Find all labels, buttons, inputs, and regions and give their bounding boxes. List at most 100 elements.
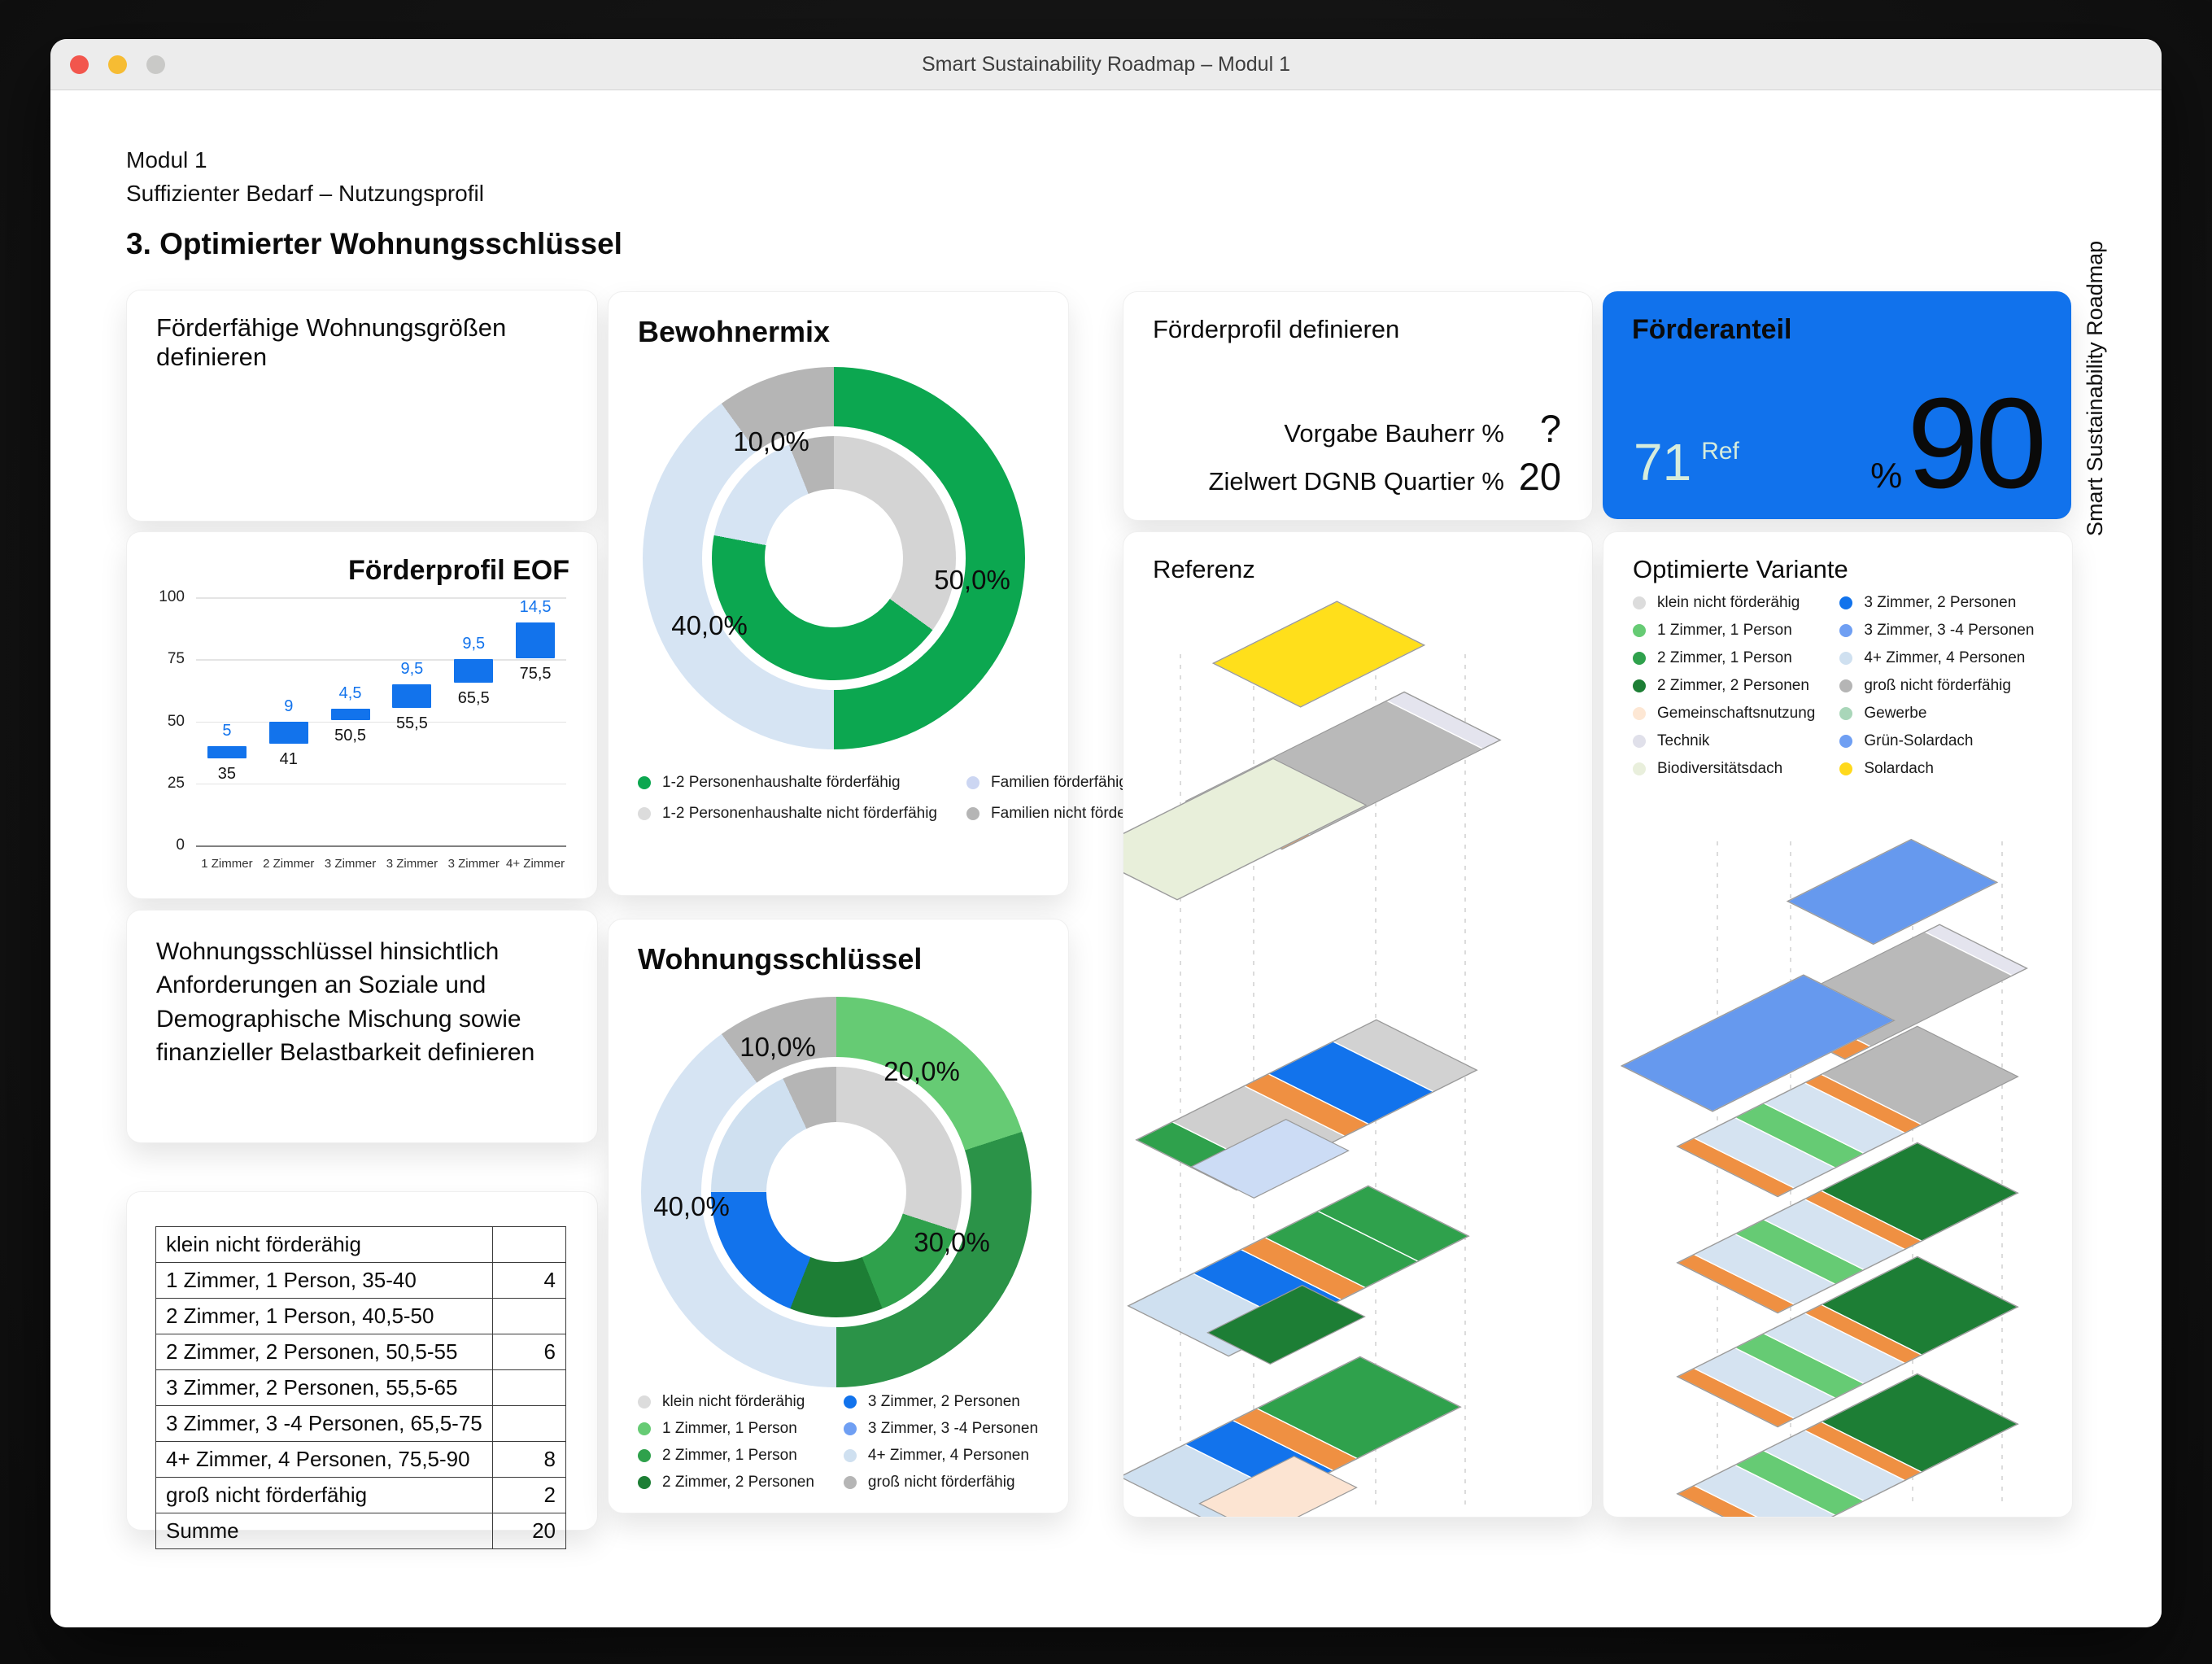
foerderanteil-value: % 90 bbox=[1870, 372, 2047, 515]
table-row: 2 Zimmer, 2 Personen, 50,5-55 6 bbox=[155, 1334, 567, 1370]
row-label: 2 Zimmer, 1 Person, 40,5-50 bbox=[155, 1298, 493, 1334]
gridline bbox=[196, 659, 566, 661]
legend-label: Grün-Solardach bbox=[1864, 732, 1974, 749]
legend-color-dot bbox=[843, 1449, 857, 1462]
foerderprofil-values: Vorgabe Bauherr % ? Zielwert DGNB Quarti… bbox=[1209, 406, 1561, 499]
legend-item: 1 Zimmer, 1 Person bbox=[638, 1420, 814, 1438]
legend-color-dot bbox=[1839, 652, 1853, 665]
zielwert-dgnb-value[interactable]: 20 bbox=[1518, 455, 1561, 498]
row-value: 8 bbox=[491, 1441, 567, 1478]
x-axis-label: 2 Zimmer bbox=[263, 857, 315, 871]
legend-color-dot bbox=[966, 807, 980, 820]
bar-base-label: 50,5 bbox=[334, 726, 367, 745]
legend-label: groß nicht förderfähig bbox=[1864, 677, 2011, 694]
module-subtitle: Suffizienter Bedarf – Nutzungsprofil bbox=[126, 180, 484, 206]
card-title: Förderanteil bbox=[1632, 314, 1792, 345]
legend-label: Gewerbe bbox=[1864, 705, 1927, 722]
legend-item: Biodiversitätsdach bbox=[1633, 760, 1815, 778]
card-wohnungsschluessel-tabelle: klein nicht förderähig 1 Zimmer, 1 Person… bbox=[126, 1191, 598, 1549]
table-row: klein nicht förderähig bbox=[155, 1226, 567, 1263]
legend-item: 1-2 Personenhaushalte förderfähig bbox=[638, 774, 937, 792]
legend-item: 4+ Zimmer, 4 Personen bbox=[843, 1447, 1038, 1465]
vorgabe-bauherr-row: Vorgabe Bauherr % ? bbox=[1284, 406, 1561, 451]
card-foerderprofil-definieren: Förderprofil definieren Vorgabe Bauherr … bbox=[1123, 291, 1593, 521]
gridline bbox=[196, 845, 566, 848]
legend-color-dot bbox=[1633, 652, 1646, 665]
legend-item: Technik bbox=[1633, 732, 1815, 750]
floor-plate-erdgeschoss bbox=[1123, 1356, 1462, 1517]
legend-color-dot bbox=[638, 1395, 651, 1409]
vorgabe-bauherr-value[interactable]: ? bbox=[1539, 407, 1561, 450]
traffic-lights bbox=[70, 55, 165, 74]
legend-label: 2 Zimmer, 2 Personen bbox=[662, 1474, 814, 1491]
floor-plate-obergeschoss-2 bbox=[1135, 1019, 1478, 1199]
x-axis-label: 3 Zimmer bbox=[447, 857, 500, 871]
bar-delta-label: 9 bbox=[284, 697, 294, 715]
gridline bbox=[196, 783, 566, 785]
reference-label: Ref bbox=[1701, 438, 1739, 465]
legend-color-dot bbox=[1633, 735, 1646, 748]
legend-label: 2 Zimmer, 1 Person bbox=[662, 1447, 797, 1464]
legend-label: 4+ Zimmer, 4 Personen bbox=[867, 1447, 1029, 1464]
floor-plate-obergeschoss-1 bbox=[1676, 1256, 2019, 1428]
legend-color-dot bbox=[638, 1422, 651, 1435]
slice-label: 10,0% bbox=[740, 1032, 816, 1062]
donut-hole bbox=[765, 489, 903, 627]
row-label: 1 Zimmer, 1 Person, 35-40 bbox=[155, 1262, 493, 1299]
legend-item: 2 Zimmer, 1 Person bbox=[1633, 649, 1815, 667]
card-title: Förderprofil EOF bbox=[348, 555, 569, 586]
card-referenz: Referenz bbox=[1123, 531, 1593, 1518]
floor-plate-gruen-solardach-gross bbox=[1620, 974, 1896, 1112]
legend-label: 4+ Zimmer, 4 Personen bbox=[1864, 649, 2026, 666]
row-value bbox=[491, 1298, 567, 1334]
legend-color-dot bbox=[843, 1476, 857, 1489]
row-value: 4 bbox=[491, 1262, 567, 1299]
slice-label: 50,0% bbox=[934, 565, 1010, 595]
legend-label: Biodiversitätsdach bbox=[1657, 760, 1783, 777]
table-row: 3 Zimmer, 3 -4 Personen, 65,5-75 bbox=[155, 1405, 567, 1442]
zielwert-dgnb-label: Zielwert DGNB Quartier % bbox=[1208, 467, 1504, 496]
legend-color-dot bbox=[638, 776, 651, 789]
bar-delta-label: 9,5 bbox=[462, 635, 486, 653]
legend-item: 3 Zimmer, 2 Personen bbox=[1839, 594, 2034, 612]
slice-label: 10,0% bbox=[733, 426, 809, 456]
legend-item: Gewerbe bbox=[1839, 705, 2034, 723]
card-title: Förderprofil definieren bbox=[1153, 315, 1400, 343]
legend-item: groß nicht förderfähig bbox=[1839, 677, 2034, 695]
reference-value: 71 bbox=[1634, 433, 1692, 491]
legend-item: 2 Zimmer, 2 Personen bbox=[1633, 677, 1815, 695]
foerderanteil-number: 90 bbox=[1907, 372, 2047, 515]
app-window: Smart Sustainability Roadmap – Modul 1 M… bbox=[50, 39, 2162, 1627]
legend-label: klein nicht förderähig bbox=[662, 1393, 805, 1410]
card-foerderfaehige-wohnungsgroessen: Förderfähige Wohnungsgrößen definieren bbox=[126, 290, 598, 522]
row-value: 20 bbox=[491, 1513, 567, 1549]
row-label: 3 Zimmer, 3 -4 Personen, 65,5-75 bbox=[155, 1405, 493, 1442]
legend-label: groß nicht förderfähig bbox=[867, 1474, 1015, 1491]
slice-label: 20,0% bbox=[883, 1056, 960, 1086]
legend-label: 2 Zimmer, 2 Personen bbox=[1657, 677, 1809, 694]
x-axis-label: 4+ Zimmer bbox=[506, 857, 565, 871]
zoom-window-button[interactable] bbox=[146, 55, 165, 74]
card-foerderanteil: Förderanteil 71 Ref % 90 bbox=[1603, 291, 2071, 519]
legend-color-dot bbox=[638, 1476, 651, 1489]
bar-delta-label: 14,5 bbox=[519, 597, 552, 616]
slice-label: 30,0% bbox=[914, 1227, 990, 1257]
foerderprofil-eof-chart: 100 75 50 25 0 5 35 1 Zimmer 9 41 2 Zimmer 4,5 50,5 3… bbox=[127, 532, 597, 898]
card-wohnungsschluessel-chart: Wohnungsschlüssel 20,0% 30,0% 40,0% 10,0… bbox=[608, 919, 1069, 1513]
card-title: Bewohnermix bbox=[638, 315, 831, 348]
row-label: groß nicht förderfähig bbox=[155, 1477, 493, 1513]
row-label: 4+ Zimmer, 4 Personen, 75,5-90 bbox=[155, 1441, 493, 1478]
close-window-button[interactable] bbox=[70, 55, 89, 74]
window-title: Smart Sustainability Roadmap – Modul 1 bbox=[921, 52, 1290, 76]
row-label: Summe bbox=[155, 1513, 493, 1549]
y-axis-tick: 75 bbox=[167, 650, 185, 668]
legend-color-dot bbox=[1633, 762, 1646, 775]
legend-color-dot bbox=[966, 776, 980, 789]
legend-color-dot bbox=[1839, 596, 1853, 609]
legend-item: Familien förderfähig bbox=[966, 774, 1164, 792]
slice-label: 40,0% bbox=[671, 610, 748, 640]
card-text: Wohnungsschlüssel hinsichtlich Anforderu… bbox=[156, 938, 535, 1067]
floor-plate-obergeschoss-2 bbox=[1676, 1142, 2019, 1314]
y-axis-tick: 100 bbox=[159, 588, 185, 605]
minimize-window-button[interactable] bbox=[108, 55, 127, 74]
